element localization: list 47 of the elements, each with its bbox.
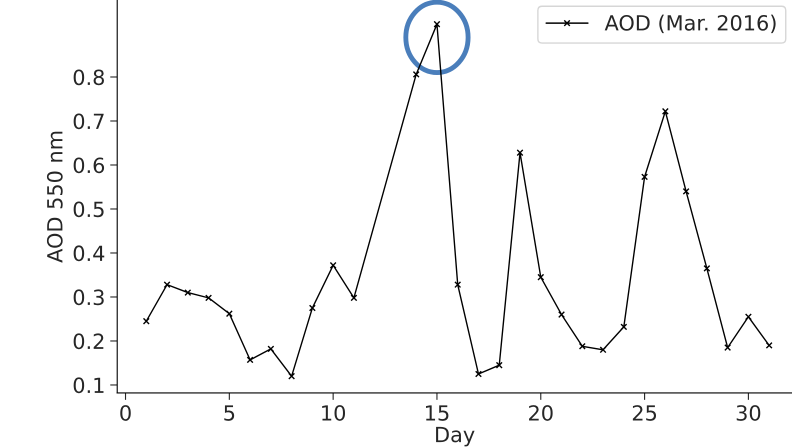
point bbox=[288, 372, 296, 380]
point bbox=[205, 294, 212, 302]
point bbox=[350, 294, 358, 302]
point bbox=[246, 356, 254, 364]
point bbox=[724, 344, 732, 352]
x-axis-title: Day bbox=[436, 426, 475, 446]
y-tick-label: 0.8 bbox=[74, 69, 104, 86]
point bbox=[454, 281, 462, 288]
point bbox=[308, 304, 316, 312]
point bbox=[558, 311, 566, 318]
y-tick-label: 0.1 bbox=[74, 377, 104, 394]
legend-label: AOD (Mar. 2016) bbox=[604, 14, 776, 34]
point bbox=[164, 281, 171, 288]
x-tick-label: 20 bbox=[529, 405, 553, 421]
x-tick-label: 25 bbox=[632, 405, 656, 421]
point bbox=[412, 70, 420, 78]
y-tick-label: 0.5 bbox=[74, 201, 104, 218]
point bbox=[703, 264, 710, 272]
point bbox=[620, 323, 628, 330]
point bbox=[267, 345, 274, 352]
point bbox=[766, 342, 773, 349]
point bbox=[662, 108, 669, 115]
x-tick-label: 0 bbox=[120, 405, 131, 421]
y-tick-label: 0.7 bbox=[74, 113, 104, 130]
point bbox=[475, 370, 482, 378]
x-tick-label: 30 bbox=[736, 405, 760, 421]
point bbox=[433, 20, 440, 28]
y-axis-title: AOD 550 nm bbox=[46, 132, 63, 263]
point bbox=[184, 289, 192, 296]
x-tick-label: 10 bbox=[322, 405, 346, 421]
point bbox=[641, 173, 648, 180]
y-tick-label: 0.2 bbox=[74, 333, 104, 350]
point bbox=[330, 262, 337, 269]
point bbox=[226, 310, 233, 318]
y-tick-label: 0.4 bbox=[74, 245, 104, 262]
y-tick-label: 0.6 bbox=[74, 157, 104, 174]
point bbox=[578, 342, 586, 350]
point bbox=[516, 149, 524, 156]
point bbox=[744, 313, 752, 320]
point bbox=[142, 318, 150, 325]
point bbox=[496, 362, 503, 369]
point bbox=[537, 274, 544, 281]
point bbox=[682, 188, 690, 195]
x-tick-label: 15 bbox=[426, 405, 448, 421]
x-tick-label: 5 bbox=[224, 405, 234, 421]
point bbox=[600, 346, 607, 354]
y-tick-label: 0.3 bbox=[74, 289, 104, 306]
